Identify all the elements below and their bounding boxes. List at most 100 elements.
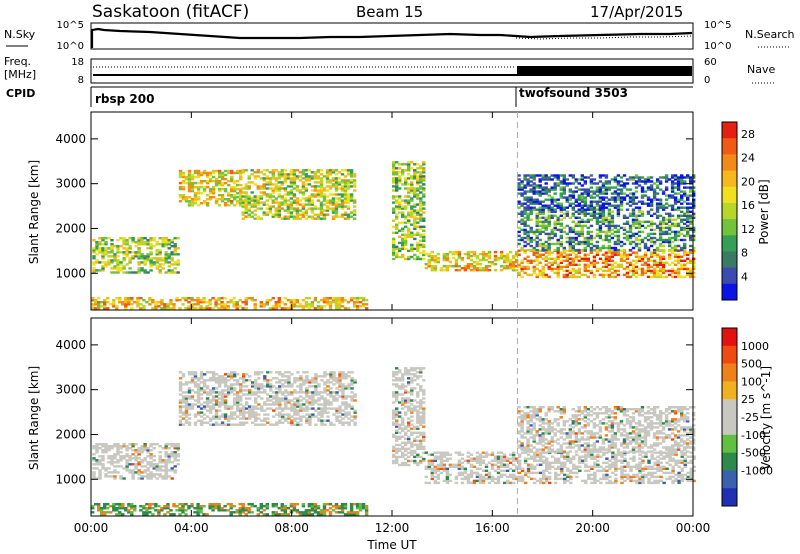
data-cell xyxy=(329,381,333,384)
data-cell xyxy=(523,190,527,193)
data-cell xyxy=(272,403,276,406)
data-cell xyxy=(404,433,408,436)
data-cell xyxy=(281,397,285,400)
data-cell xyxy=(580,232,584,236)
data-cell xyxy=(299,391,303,394)
data-cell xyxy=(613,206,618,209)
data-cell xyxy=(404,391,408,394)
data-cell xyxy=(122,243,126,246)
data-cell xyxy=(205,305,209,308)
data-cell xyxy=(398,371,402,374)
power-data-layer xyxy=(91,161,696,310)
data-cell xyxy=(565,210,569,213)
data-cell xyxy=(230,391,234,394)
data-cell xyxy=(413,439,417,442)
data-cell xyxy=(532,174,536,177)
data-cell xyxy=(313,175,318,178)
data-cell xyxy=(173,237,177,240)
data-cell xyxy=(346,185,351,188)
data-cell xyxy=(190,198,195,201)
data-cell xyxy=(290,393,294,396)
data-cell xyxy=(613,198,618,201)
data-cell xyxy=(419,443,423,447)
data-cell xyxy=(520,210,524,213)
data-cell xyxy=(176,445,180,448)
data-cell xyxy=(314,387,318,390)
data-cell xyxy=(304,175,309,178)
data-cell xyxy=(395,189,399,192)
data-cell xyxy=(334,179,339,182)
data-cell xyxy=(344,421,348,424)
data-cell xyxy=(419,419,423,422)
data-cell xyxy=(652,259,657,262)
data-cell xyxy=(239,173,243,177)
data-cell xyxy=(673,269,678,273)
data-cell xyxy=(676,255,681,258)
data-cell xyxy=(547,232,551,236)
data-cell xyxy=(410,379,414,382)
data-cell xyxy=(692,202,696,205)
data-cell xyxy=(493,263,498,266)
data-cell xyxy=(187,371,192,374)
data-cell xyxy=(478,269,483,272)
data-cell xyxy=(154,301,158,304)
data-cell xyxy=(514,252,519,256)
data-cell xyxy=(92,453,96,456)
data-cell xyxy=(214,417,219,420)
data-cell xyxy=(187,423,192,426)
data-cell xyxy=(292,169,297,172)
data-cell xyxy=(352,297,357,300)
data-cell xyxy=(322,215,327,218)
data-cell xyxy=(404,431,408,434)
data-cell xyxy=(112,299,116,302)
data-cell xyxy=(610,192,615,195)
data-cell xyxy=(604,246,609,250)
data-cell xyxy=(245,389,249,392)
data-cell xyxy=(511,267,516,270)
data-cell xyxy=(526,267,530,271)
data-cell xyxy=(193,181,198,185)
data-cell xyxy=(340,169,345,172)
data-cell xyxy=(307,303,312,306)
data-cell xyxy=(419,215,423,218)
data-cell xyxy=(325,169,330,172)
data-cell xyxy=(616,182,621,185)
data-cell xyxy=(205,405,210,408)
data-cell xyxy=(205,371,210,374)
data-cell xyxy=(398,229,402,232)
data-cell xyxy=(532,186,536,189)
data-cell xyxy=(589,200,594,203)
data-cell xyxy=(340,215,345,218)
colorbar-tick-label: 12 xyxy=(741,223,755,236)
data-cell xyxy=(559,230,563,234)
data-cell xyxy=(344,377,348,380)
data-cell xyxy=(419,179,423,182)
data-cell xyxy=(193,196,198,199)
data-cell xyxy=(395,395,399,398)
data-cell xyxy=(292,207,297,210)
data-cell xyxy=(116,263,120,266)
data-cell xyxy=(401,421,405,424)
data-cell xyxy=(244,307,248,310)
data-cell xyxy=(395,247,399,251)
data-cell xyxy=(337,171,342,174)
data-cell xyxy=(113,445,117,448)
data-cell xyxy=(98,477,102,480)
data-cell xyxy=(233,399,237,402)
data-cell xyxy=(395,367,399,370)
data-cell xyxy=(164,463,168,466)
data-cell xyxy=(223,383,228,386)
data-cell xyxy=(625,220,630,223)
data-cell xyxy=(131,457,135,460)
data-cell xyxy=(686,218,690,221)
data-cell xyxy=(613,253,618,256)
data-cell xyxy=(223,381,228,384)
data-cell xyxy=(283,201,287,204)
data-cell xyxy=(116,471,120,474)
data-cell xyxy=(592,263,597,266)
data-cell xyxy=(316,169,321,172)
data-cell xyxy=(692,214,696,217)
data-cell xyxy=(392,239,396,243)
data-cell xyxy=(673,182,678,185)
data-cell xyxy=(296,403,300,406)
